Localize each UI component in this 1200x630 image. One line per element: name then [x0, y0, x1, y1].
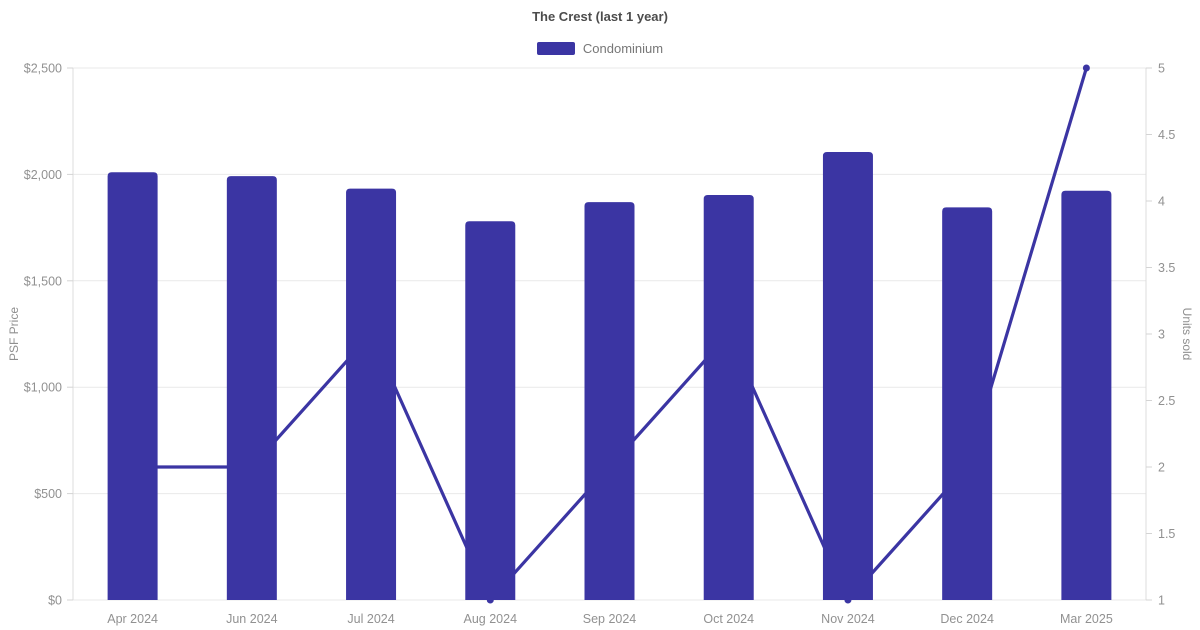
- legend-swatch: [536, 42, 575, 55]
- left-axis-tick-label: $2,500: [24, 62, 62, 76]
- bar-oct-2024[interactable]: [703, 195, 754, 600]
- x-axis-label-apr-2024: Apr 2024: [107, 612, 158, 626]
- chart-title: The Crest (last 1 year): [532, 9, 668, 24]
- right-axis-tick-label: 1.5: [1158, 527, 1175, 541]
- right-axis-tick-label: 4.5: [1158, 128, 1175, 142]
- x-axis-label-jun-2024: Jun 2024: [226, 612, 277, 626]
- bar-dec-2024[interactable]: [942, 207, 993, 600]
- right-axis-tick-label: 4: [1158, 195, 1165, 209]
- x-axis-label-jul-2024: Jul 2024: [347, 612, 394, 626]
- right-axis-tick-label: 3.5: [1158, 261, 1175, 275]
- bar-aug-2024[interactable]: [465, 221, 516, 600]
- x-axis-label-aug-2024: Aug 2024: [464, 612, 518, 626]
- x-axis-label-nov-2024: Nov 2024: [821, 612, 875, 626]
- x-axis-label-mar-2025: Mar 2025: [1060, 612, 1113, 626]
- x-axis-label-dec-2024: Dec 2024: [940, 612, 994, 626]
- right-axis-tick-label: 2: [1158, 461, 1165, 475]
- bar-nov-2024[interactable]: [822, 152, 873, 600]
- bar-mar-2025[interactable]: [1061, 190, 1112, 601]
- bar-apr-2024[interactable]: [107, 172, 158, 600]
- bar-sep-2024[interactable]: [584, 202, 635, 600]
- units-sold-point-mar-2025[interactable]: [1082, 64, 1090, 72]
- x-axis-label-sep-2024: Sep 2024: [583, 612, 637, 626]
- x-axis-label-oct-2024: Oct 2024: [703, 612, 754, 626]
- left-axis-tick-label: $0: [48, 594, 62, 608]
- legend-label: Condominium: [582, 41, 664, 56]
- left-axis-tick-label: $1,000: [24, 381, 62, 395]
- right-axis-tick-label: 1: [1158, 594, 1165, 608]
- right-axis-tick-label: 3: [1158, 328, 1165, 342]
- left-axis-tick-label: $1,500: [24, 274, 62, 288]
- bar-jul-2024[interactable]: [346, 188, 397, 600]
- bar-jun-2024[interactable]: [226, 176, 277, 600]
- right-axis-tick-label: 2.5: [1158, 394, 1175, 408]
- left-axis-tick-label: $2,000: [24, 168, 62, 182]
- legend-item-condominium[interactable]: Condominium: [536, 41, 664, 56]
- right-axis-tick-label: 5: [1158, 62, 1165, 76]
- left-axis-tick-label: $500: [34, 487, 62, 501]
- legend: Condominium: [0, 41, 1200, 56]
